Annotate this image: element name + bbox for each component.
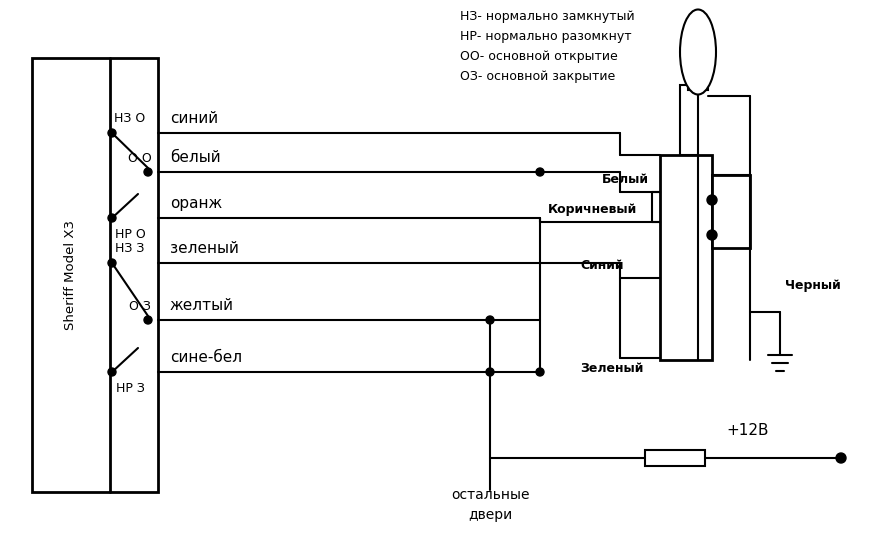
- Text: Sheriff Model X3: Sheriff Model X3: [64, 220, 77, 330]
- Text: НЗ З: НЗ З: [115, 243, 145, 256]
- Text: О З: О З: [129, 300, 151, 312]
- Circle shape: [108, 368, 116, 376]
- Text: Черный: Черный: [785, 278, 841, 291]
- Text: НР О: НР О: [115, 228, 145, 240]
- Text: Зеленый: Зеленый: [580, 362, 644, 375]
- Text: желтый: желтый: [170, 298, 234, 313]
- Bar: [660, 155, 712, 360]
- Text: Белый: Белый: [602, 173, 649, 186]
- Text: оранж: оранж: [170, 196, 222, 211]
- Circle shape: [707, 230, 717, 240]
- Text: синий: синий: [170, 111, 218, 126]
- Bar: [712, 175, 750, 248]
- Text: НЗ- нормально замкнутый
НР- нормально разомкнут
ОО- основной открытие
ОЗ- основн: НЗ- нормально замкнутый НР- нормально ра…: [460, 10, 635, 83]
- Circle shape: [144, 316, 152, 324]
- Ellipse shape: [680, 9, 716, 94]
- Text: белый: белый: [170, 150, 221, 165]
- Text: остальные: остальные: [451, 488, 530, 502]
- Text: двери: двери: [468, 508, 512, 522]
- Text: зеленый: зеленый: [170, 241, 239, 256]
- Bar: [32, 58, 158, 492]
- Circle shape: [536, 168, 544, 176]
- Text: О О: О О: [128, 152, 152, 165]
- Text: +12В: +12В: [727, 423, 769, 438]
- Circle shape: [144, 168, 152, 176]
- Circle shape: [707, 195, 717, 205]
- Circle shape: [536, 368, 544, 376]
- Circle shape: [108, 214, 116, 222]
- Circle shape: [108, 129, 116, 137]
- Bar: [680, 85, 698, 155]
- Text: НР З: НР З: [116, 382, 144, 395]
- Circle shape: [836, 453, 846, 463]
- Text: Синий: Синий: [580, 259, 623, 272]
- Text: Коричневый: Коричневый: [548, 203, 637, 216]
- Text: сине-бел: сине-бел: [170, 350, 242, 365]
- Circle shape: [108, 259, 116, 267]
- Bar: [645, 450, 705, 466]
- Circle shape: [486, 368, 494, 376]
- Text: НЗ О: НЗ О: [114, 113, 146, 126]
- Circle shape: [486, 316, 494, 324]
- Bar: [688, 84, 708, 90]
